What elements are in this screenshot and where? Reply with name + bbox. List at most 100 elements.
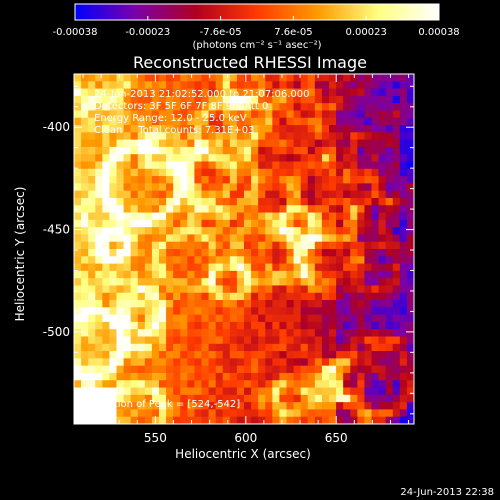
heatmap-cell <box>151 139 160 148</box>
heatmap-cell <box>385 205 394 214</box>
heatmap-cell <box>314 249 323 257</box>
heatmap-cell <box>173 117 181 126</box>
heatmap-cell <box>307 183 316 192</box>
heatmap-cell <box>300 227 309 236</box>
heatmap-cell <box>201 95 210 104</box>
heatmap-cell <box>343 154 351 163</box>
heatmap-cell <box>399 197 408 206</box>
heatmap-cell <box>343 380 351 389</box>
heatmap-cell <box>123 249 132 257</box>
heatmap-cell <box>272 314 281 323</box>
heatmap-cell <box>392 416 401 424</box>
heatmap-cell <box>258 263 266 272</box>
heatmap-cell <box>385 154 394 163</box>
heatmap-cell <box>272 329 281 338</box>
heatmap-cell <box>151 81 160 90</box>
heatmap-cell <box>102 205 111 214</box>
heatmap-cell <box>229 270 238 279</box>
heatmap-cell <box>151 321 160 330</box>
heatmap-cell <box>173 103 181 112</box>
heatmap-cell <box>321 146 330 155</box>
heatmap-cell <box>286 387 295 396</box>
heatmap-cell <box>329 416 337 424</box>
heatmap-cell <box>378 95 387 104</box>
heatmap-cell <box>95 329 103 338</box>
heatmap-cell <box>74 132 82 141</box>
heatmap-cell <box>321 307 330 316</box>
heatmap-cell <box>265 387 273 396</box>
heatmap-cell <box>399 263 408 272</box>
heatmap-cell <box>88 263 96 272</box>
heatmap-cell <box>137 95 146 104</box>
heatmap-cell <box>236 300 245 308</box>
heatmap-cell <box>251 125 259 133</box>
heatmap-cell <box>314 300 323 308</box>
heatmap-cell <box>399 387 408 396</box>
heatmap-cell <box>137 300 146 308</box>
heatmap-cell <box>307 74 316 82</box>
heatmap-cell <box>350 372 358 381</box>
heatmap-cell <box>137 212 146 221</box>
heatmap-cell <box>357 241 366 250</box>
heatmap-cell <box>378 125 387 133</box>
heatmap-cell <box>215 212 224 221</box>
heatmap-cell <box>307 416 316 424</box>
heatmap-cell <box>74 234 82 243</box>
heatmap-cell <box>279 183 288 192</box>
heatmap-cell <box>399 176 408 184</box>
heatmap-cell <box>329 329 337 338</box>
heatmap-cell <box>173 146 181 155</box>
heatmap-cell <box>102 212 111 221</box>
heatmap-cell <box>144 168 153 177</box>
heatmap-cell <box>137 394 146 403</box>
heatmap-cell <box>286 234 295 243</box>
heatmap-cell <box>159 416 167 424</box>
heatmap-cell <box>201 132 210 141</box>
heatmap-cell <box>329 95 337 104</box>
heatmap-cell <box>166 125 174 133</box>
heatmap-cell <box>343 256 351 265</box>
heatmap-cell <box>321 103 330 112</box>
heatmap-cell <box>357 372 366 381</box>
heatmap-cell <box>350 387 358 396</box>
heatmap-cell <box>293 125 302 133</box>
heatmap-cell <box>286 103 295 112</box>
heatmap-cell <box>116 314 125 323</box>
heatmap-cell <box>371 168 380 177</box>
heatmap-cell <box>95 132 103 141</box>
heatmap-cell <box>385 351 394 359</box>
heatmap-cell <box>123 270 132 279</box>
heatmap-cell <box>336 292 344 301</box>
heatmap-cell <box>166 161 174 170</box>
heatmap-cell <box>208 88 217 97</box>
heatmap-cell <box>371 190 380 199</box>
heatmap-cell <box>88 416 96 424</box>
heatmap-cell <box>265 300 273 308</box>
heatmap-cell <box>215 358 224 367</box>
heatmap-cell <box>194 241 203 250</box>
heatmap-cell <box>194 205 203 214</box>
heatmap-cell <box>236 358 245 367</box>
heatmap-cell <box>116 256 125 265</box>
heatmap-cell <box>159 387 167 396</box>
heatmap-cell <box>392 351 401 359</box>
heatmap-cell <box>222 329 231 338</box>
heatmap-cell <box>350 88 358 97</box>
heatmap-cell <box>286 146 295 155</box>
heatmap-cell <box>392 205 401 214</box>
heatmap-cell <box>194 168 203 177</box>
heatmap-cell <box>300 212 309 221</box>
heatmap-cell <box>272 249 281 257</box>
heatmap-cell <box>229 176 238 184</box>
heatmap-cell <box>336 329 344 338</box>
heatmap-cell <box>258 409 266 418</box>
heatmap-cell <box>137 358 146 367</box>
heatmap-cell <box>151 256 160 265</box>
heatmap-cell <box>180 176 188 184</box>
heatmap-cell <box>286 197 295 206</box>
colorbar-tick-label: 0.00038 <box>418 27 459 38</box>
heatmap-cell <box>293 241 302 250</box>
heatmap-cell <box>95 146 103 155</box>
heatmap-cell <box>329 372 337 381</box>
heatmap-cell <box>144 88 153 97</box>
